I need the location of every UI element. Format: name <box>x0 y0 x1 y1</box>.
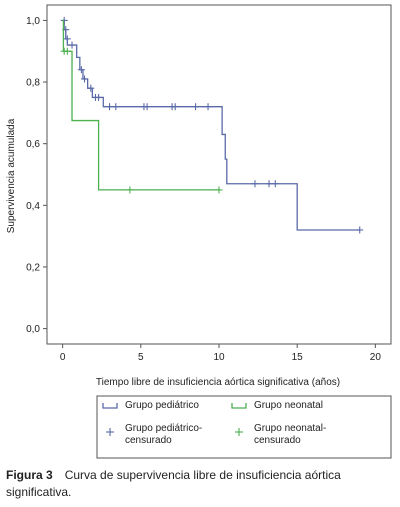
censor-mark <box>356 226 364 234</box>
legend-item: Grupo pediátrico <box>102 400 199 411</box>
censor-mark <box>106 103 114 111</box>
x-axis-label: Tiempo libre de insuficiencia aórtica si… <box>96 377 340 388</box>
plot-frame <box>46 4 392 345</box>
legend-box <box>96 395 392 459</box>
censor-mark <box>95 93 103 101</box>
x-tick-label: 10 <box>213 352 225 363</box>
y-tick-label: 0,4 <box>26 201 40 212</box>
legend-item: Grupo neonatal-censurado <box>235 423 326 446</box>
series-line-1 <box>62 19 219 191</box>
x-axis: 0 5 10 15 20 <box>60 344 382 363</box>
censor-mark <box>192 103 200 111</box>
censor-mark <box>265 180 273 188</box>
censor-mark <box>77 66 85 74</box>
censor-mark <box>204 103 212 111</box>
legend-label: censurado <box>254 435 301 446</box>
y-axis-label: Supervivencia acumulada <box>6 118 17 233</box>
censor-mark <box>63 47 71 55</box>
legend-label: censurado <box>125 435 172 446</box>
x-tick-label: 15 <box>292 352 304 363</box>
legend-cross-swatch <box>106 428 114 436</box>
y-tick-label: 0,2 <box>26 262 40 273</box>
figure-label: Figura 3 <box>6 468 53 482</box>
censor-mark <box>87 84 95 92</box>
censor-mark <box>171 103 179 111</box>
figure-caption: Figura 3 Curva de supervivencia libre de … <box>6 467 398 501</box>
y-tick-label: 0,6 <box>26 139 40 150</box>
censor-mark <box>143 103 151 111</box>
legend-item: Grupo pediátrico-censurado <box>106 423 202 446</box>
survival-chart: 0,0 0,2 0,4 0,6 0,8 1,0 0 5 10 15 20 Supervivenci… <box>6 4 392 459</box>
censor-mark <box>63 35 71 43</box>
censor-mark <box>251 180 259 188</box>
legend-line-swatch <box>102 403 118 409</box>
x-tick-label: 0 <box>60 352 66 363</box>
censor-mark <box>68 41 76 49</box>
censor-mark <box>60 16 68 24</box>
y-tick-label: 1,0 <box>26 16 40 27</box>
legend-label: Grupo pediátrico- <box>125 423 202 434</box>
y-axis: 0,0 0,2 0,4 0,6 0,8 1,0 <box>26 16 47 335</box>
censor-mark <box>81 75 89 83</box>
y-tick-label: 0,8 <box>26 78 40 89</box>
legend: Grupo pediátrico Grupo neonatal Grupo pedi… <box>102 400 326 446</box>
legend-label: Grupo pediátrico <box>125 400 199 411</box>
censor-mark <box>112 103 120 111</box>
legend-label: Grupo neonatal <box>254 400 323 411</box>
x-tick-label: 5 <box>138 352 144 363</box>
series-layer <box>60 16 364 234</box>
legend-label: Grupo neonatal- <box>254 423 326 434</box>
censor-mark <box>271 180 279 188</box>
legend-item: Grupo neonatal <box>231 400 323 411</box>
x-tick-label: 20 <box>370 352 382 363</box>
figure-caption-text: Curva de supervivencia libre de insufici… <box>6 468 341 499</box>
censor-mark <box>126 186 134 194</box>
legend-line-swatch <box>231 403 247 409</box>
censor-mark <box>215 186 223 194</box>
legend-cross-swatch <box>235 428 243 436</box>
y-tick-label: 0,0 <box>26 324 40 335</box>
